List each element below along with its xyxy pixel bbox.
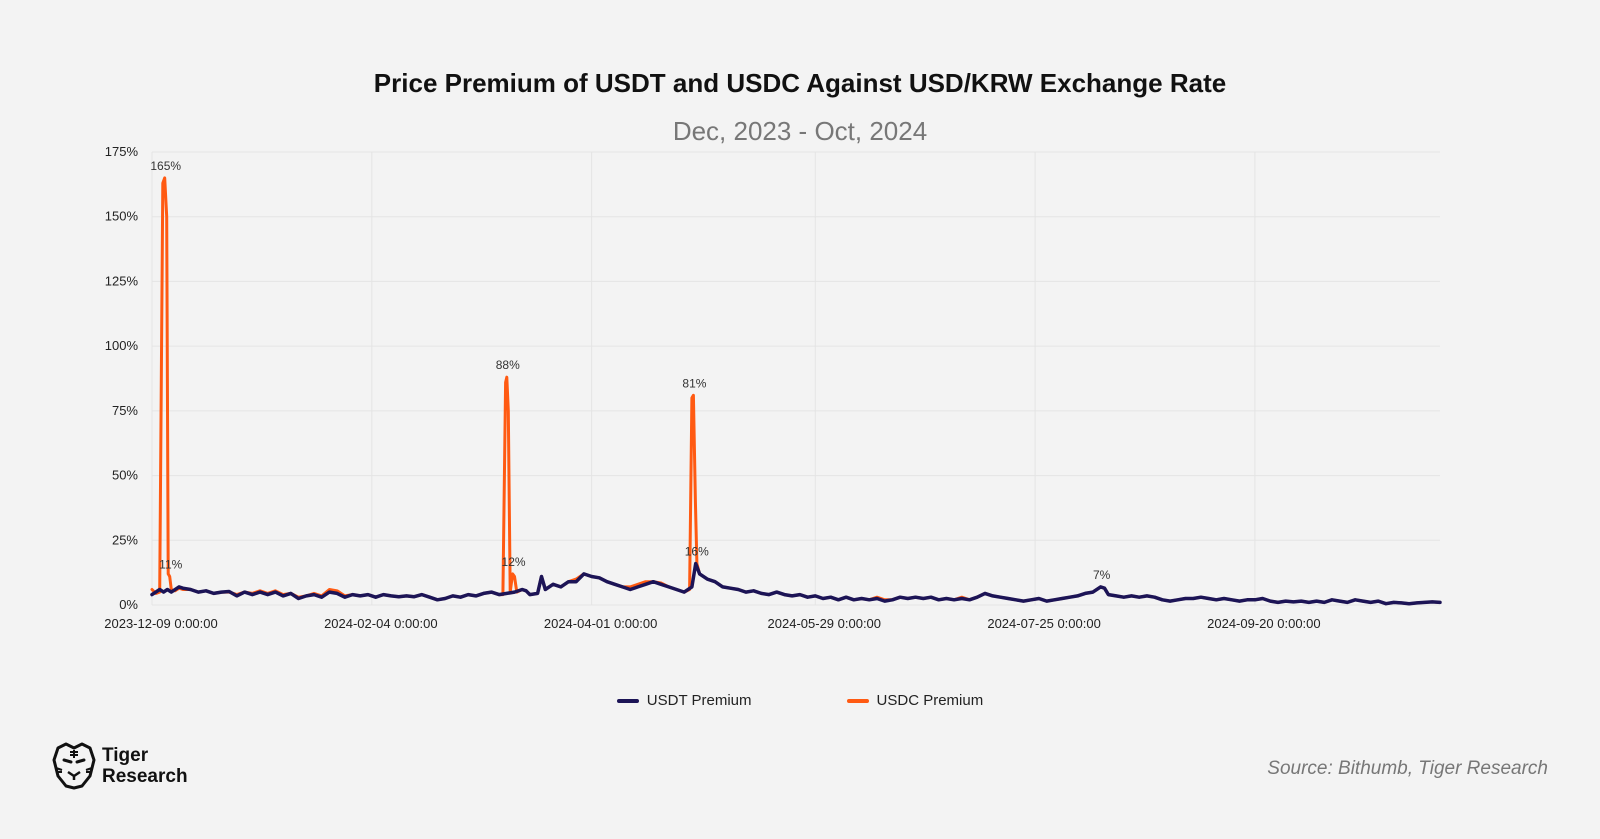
y-tick-label: 50% <box>112 468 138 483</box>
x-tick-label: 2023-12-09 0:00:00 <box>104 616 217 631</box>
data-label: 16% <box>685 545 709 559</box>
y-tick-label: 0% <box>119 597 138 612</box>
y-tick-label: 150% <box>105 209 139 224</box>
data-label: 11% <box>159 558 182 572</box>
legend-label-usdc: USDC Premium <box>876 692 984 709</box>
legend: USDT Premium USDC Premium <box>0 692 1600 709</box>
legend-item-usdt[interactable]: USDT Premium <box>616 692 752 709</box>
tiger-research-logo: Tiger Research <box>52 742 188 790</box>
chart-subtitle: Dec, 2023 - Oct, 2024 <box>672 116 928 146</box>
x-tick-label: 2024-07-25 0:00:00 <box>987 616 1100 631</box>
y-tick-label: 125% <box>105 273 139 288</box>
data-labels: 165% 11% 88% 12% 81% 16% 7% <box>150 159 1110 582</box>
y-axis: 0% 25% 50% 75% 100% 125% 150% 175% <box>105 144 139 612</box>
legend-item-usdc[interactable]: USDC Premium <box>846 692 984 709</box>
data-label: 88% <box>496 358 520 372</box>
data-label: 7% <box>1093 568 1111 582</box>
y-tick-label: 25% <box>112 532 138 547</box>
logo-line1: Tiger <box>102 745 149 766</box>
chart-canvas: 0% 25% 50% 75% 100% 125% 150% 175% 2023-12-09 0… <box>104 144 1442 631</box>
legend-swatch-usdt <box>616 698 639 703</box>
tiger-head-icon <box>52 742 96 790</box>
y-tick-label: 175% <box>105 144 139 159</box>
logo-line2: Research <box>102 766 188 787</box>
legend-label-usdt: USDT Premium <box>646 692 752 709</box>
usdt-premium-line <box>150 561 1442 606</box>
x-tick-label: 2024-04-01 0:00:00 <box>544 616 657 631</box>
x-axis: 2023-12-09 0:00:00 2024-02-04 0:00:00 2024… <box>104 616 1320 631</box>
data-label: 81% <box>682 376 706 390</box>
data-label: 165% <box>150 159 181 173</box>
source-note: Source: Bithumb, Tiger Research <box>1267 758 1548 779</box>
data-label: 12% <box>502 555 526 569</box>
x-tick-label: 2024-02-04 0:00:00 <box>324 616 437 631</box>
x-tick-label: 2024-09-20 0:00:00 <box>1207 616 1320 631</box>
y-tick-label: 100% <box>105 338 139 353</box>
grid-lines <box>151 151 1440 606</box>
series-lines <box>150 176 1442 606</box>
x-tick-label: 2024-05-29 0:00:00 <box>768 616 881 631</box>
y-tick-label: 75% <box>112 403 138 418</box>
legend-swatch-usdc <box>846 698 869 703</box>
chart-title: Price Premium of USDT and USDC Against U… <box>373 68 1227 98</box>
